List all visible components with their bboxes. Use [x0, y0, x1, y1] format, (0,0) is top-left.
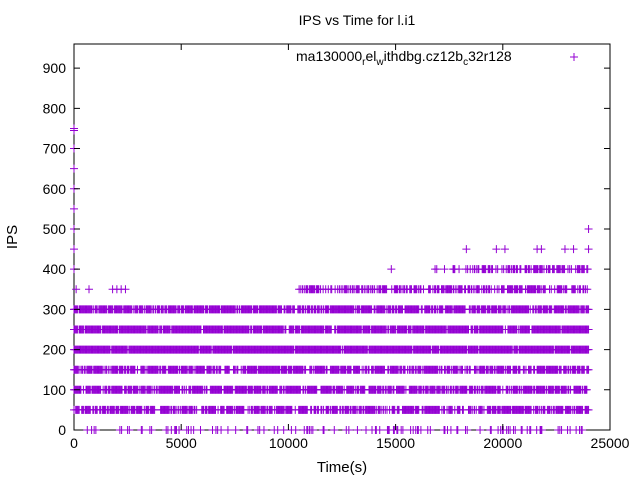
- y-tick-label: 700: [43, 141, 67, 157]
- legend: ma130000relwithdbg.cz12bc32r128: [296, 48, 578, 68]
- data-point: [584, 245, 593, 254]
- y-tick-label: 100: [43, 382, 67, 398]
- data-point: [125, 426, 134, 434]
- x-tick-label: 0: [70, 435, 78, 451]
- data-point: [584, 365, 593, 374]
- data-point: [353, 426, 362, 434]
- data-point: [584, 345, 593, 354]
- data-point: [344, 426, 353, 434]
- data-point: [492, 245, 501, 254]
- data-point: [330, 426, 339, 434]
- data-point: [91, 426, 100, 434]
- y-tick-label: 400: [43, 261, 67, 277]
- data-point: [584, 305, 593, 314]
- data-point: [578, 426, 587, 434]
- legend-marker: [570, 53, 578, 61]
- data-point: [537, 245, 546, 254]
- data-point: [147, 426, 156, 434]
- x-tick-label: 20000: [483, 435, 522, 451]
- x-tick-label: 10000: [269, 435, 308, 451]
- data-point: [291, 426, 300, 434]
- data-point: [584, 325, 593, 334]
- chart-title: IPS vs Time for l.i1: [299, 12, 416, 28]
- y-tick-label: 0: [58, 422, 66, 438]
- data-point: [584, 405, 593, 414]
- data-point: [537, 426, 546, 434]
- data-point: [398, 426, 407, 434]
- data-point: [231, 426, 240, 434]
- y-tick-label: 900: [43, 60, 67, 76]
- data-point: [319, 426, 328, 434]
- data-point: [569, 245, 578, 254]
- y-tick-label: 500: [43, 221, 67, 237]
- data-point: [582, 385, 591, 394]
- data-point: [279, 426, 288, 434]
- data-point: [72, 285, 81, 294]
- data-point: [138, 426, 147, 434]
- data-point: [416, 426, 425, 434]
- data-point: [560, 245, 569, 254]
- data-point: [259, 426, 268, 434]
- y-tick-label: 800: [43, 100, 67, 116]
- data-point: [223, 426, 232, 434]
- data-point: [70, 204, 78, 213]
- data-point: [462, 245, 471, 254]
- data-point: [426, 426, 435, 434]
- data-point: [70, 164, 78, 173]
- y-tick-label: 600: [43, 181, 67, 197]
- data-point: [584, 224, 593, 233]
- y-axis-label: IPS: [4, 225, 21, 249]
- data-point: [463, 426, 472, 434]
- data-points: [70, 124, 593, 434]
- data-point: [121, 285, 130, 294]
- data-point: [175, 426, 184, 434]
- data-point: [476, 426, 485, 434]
- data-point: [189, 426, 198, 434]
- data-point: [432, 265, 441, 274]
- legend-label: ma130000relwithdbg.cz12bc32r128: [296, 48, 512, 68]
- data-point: [453, 426, 462, 434]
- data-point: [217, 426, 226, 434]
- data-point: [487, 426, 496, 434]
- plot-frame: [73, 43, 611, 431]
- x-axis-label: Time(s): [317, 459, 367, 476]
- data-point: [440, 265, 449, 274]
- data-point: [196, 426, 205, 434]
- data-point: [583, 265, 592, 274]
- x-tick-label: 15000: [376, 435, 415, 451]
- data-point: [455, 265, 464, 274]
- y-tick-label: 200: [43, 342, 67, 358]
- data-point: [308, 426, 317, 434]
- data-point: [375, 426, 384, 434]
- data-point: [387, 265, 396, 274]
- data-point: [85, 285, 94, 294]
- x-tick-label: 25000: [591, 435, 630, 451]
- data-point: [500, 245, 509, 254]
- data-point: [583, 285, 592, 294]
- y-tick-label: 300: [43, 301, 67, 317]
- x-tick-label: 5000: [166, 435, 197, 451]
- data-point: [70, 245, 78, 254]
- axis-ticks: 0 5000 10000 15000 20000 25000 0 100 200 300 400 50…: [43, 44, 630, 451]
- data-point: [243, 426, 252, 434]
- data-point: [70, 126, 78, 135]
